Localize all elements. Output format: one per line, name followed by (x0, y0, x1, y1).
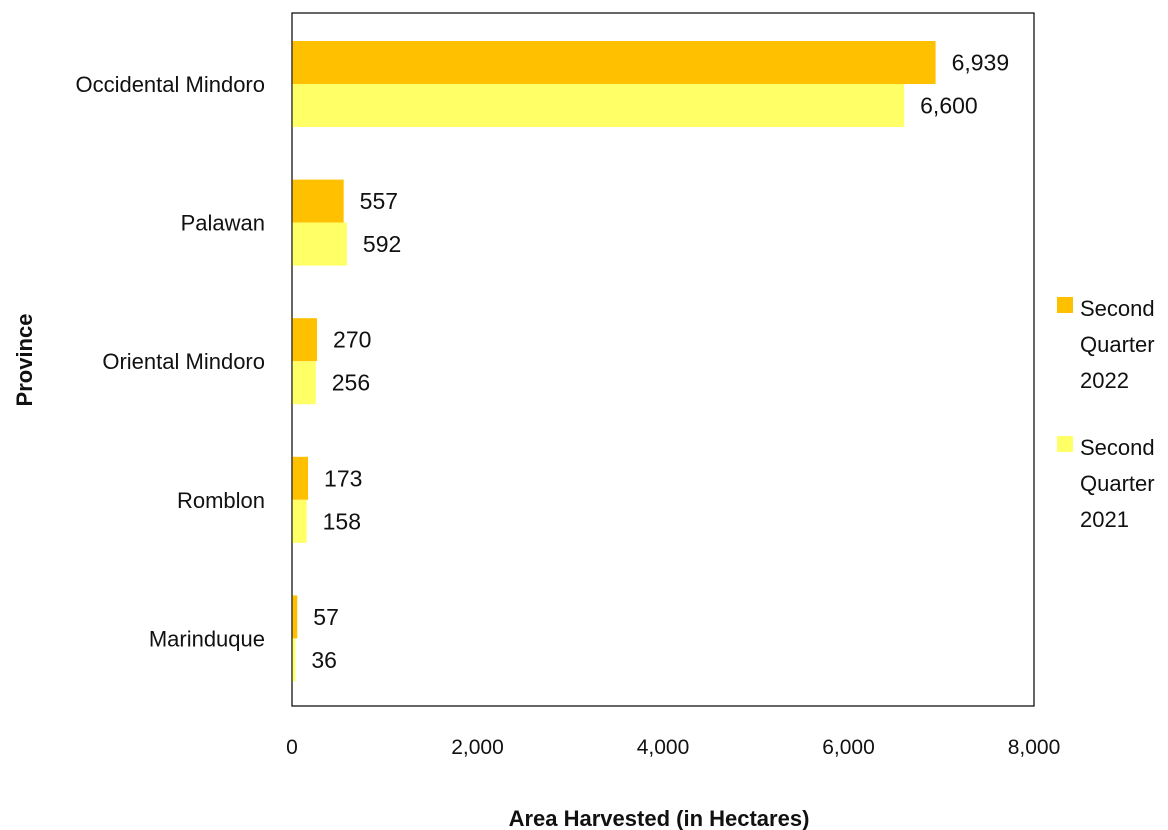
x-tick-label-4: 8,000 (1008, 736, 1061, 759)
data-label-second-quarter-2022-marinduque: 57 (313, 604, 339, 630)
data-label-second-quarter-2021-palawan: 592 (363, 231, 401, 257)
data-label-second-quarter-2021-oriental-mindoro: 256 (332, 370, 370, 396)
data-label-second-quarter-2021-occidental-mindoro: 6,600 (920, 93, 978, 119)
legend-label-second-quarter-2021: Second Quarter 2021 (1080, 435, 1155, 532)
data-label-second-quarter-2022-oriental-mindoro: 270 (333, 327, 371, 353)
plot-area-frame (291, 12, 1035, 707)
x-tick-label-0: 0 (286, 736, 298, 759)
bar-second-quarter-2022-romblon (292, 456, 309, 500)
data-label-second-quarter-2021-romblon: 158 (323, 508, 361, 534)
bar-second-quarter-2021-occidental-mindoro (292, 84, 905, 127)
x-tick-labels-group: 0 2,000 4,000 6,000 8,000 (286, 736, 1060, 759)
legend-swatch-second-quarter-2022 (1057, 297, 1073, 313)
bar-second-quarter-2021-oriental-mindoro (292, 361, 316, 405)
bar-second-quarter-2022-marinduque (292, 595, 298, 639)
bar-second-quarter-2021-romblon (292, 499, 307, 543)
y-axis-title: Province (12, 314, 37, 407)
x-axis-title: Area Harvested (in Hectares) (509, 806, 810, 830)
bar-second-quarter-2021-marinduque (292, 638, 296, 682)
x-tick-label-3: 6,000 (822, 736, 875, 759)
data-label-second-quarter-2022-occidental-mindoro: 6,939 (952, 50, 1010, 76)
x-tick-label-2: 4,000 (637, 736, 690, 759)
category-label-marinduque: Marinduque (149, 626, 265, 651)
legend: Second Quarter 2022 Second Quarter 2021 (1057, 296, 1155, 532)
data-label-second-quarter-2022-palawan: 557 (360, 188, 398, 214)
bar-second-quarter-2021-palawan (292, 222, 347, 266)
bars-group (292, 41, 936, 682)
legend-label-second-quarter-2022: Second Quarter 2022 (1080, 296, 1155, 393)
category-label-palawan: Palawan (181, 211, 265, 236)
data-label-second-quarter-2022-romblon: 173 (324, 465, 362, 491)
category-label-romblon: Romblon (177, 488, 265, 513)
bar-second-quarter-2022-palawan (292, 179, 344, 223)
data-label-second-quarter-2021-marinduque: 36 (311, 647, 337, 673)
x-tick-label-1: 2,000 (451, 736, 504, 759)
bar-second-quarter-2022-oriental-mindoro (292, 318, 318, 362)
legend-swatch-second-quarter-2021 (1057, 436, 1073, 452)
category-label-oriental-mindoro: Oriental Mindoro (102, 349, 265, 374)
category-labels-group: Occidental Mindoro Palawan Oriental Mindor… (75, 72, 265, 651)
bar-second-quarter-2022-occidental-mindoro (292, 41, 936, 84)
category-label-occidental-mindoro: Occidental Mindoro (75, 72, 265, 97)
data-labels-group: 6,939 6,600 557 592 270 256 173 158 57 36 (311, 50, 1009, 673)
